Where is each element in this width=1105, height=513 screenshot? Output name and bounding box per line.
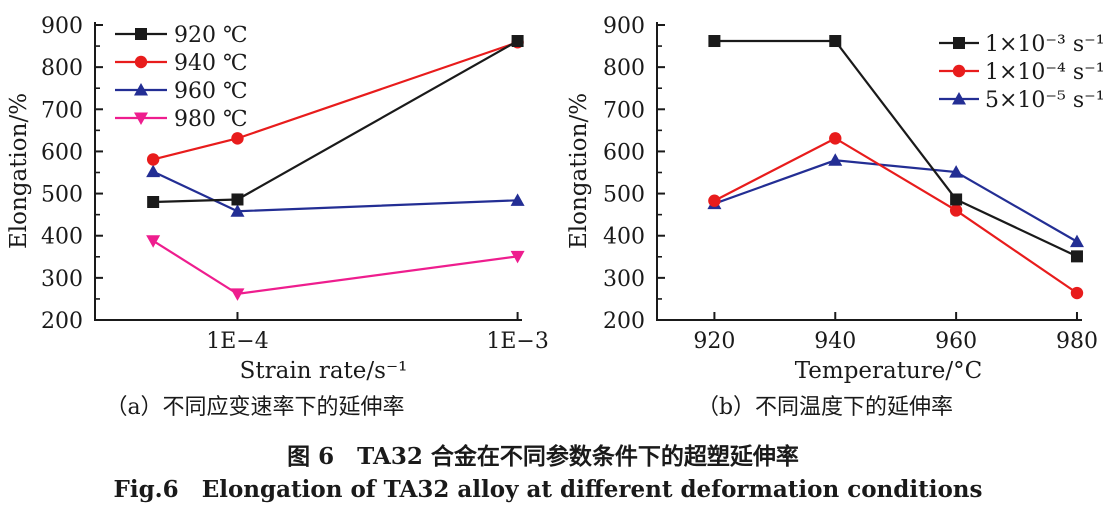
y-tick-label: 200 (41, 309, 83, 334)
series-line (713, 137, 1078, 294)
square-marker (708, 35, 721, 48)
legend-label: 5×10⁻⁵ s⁻¹ (985, 88, 1105, 113)
x-axis-label: Temperature/°C (795, 358, 983, 384)
y-tick-label: 600 (603, 140, 645, 165)
chart-b-svg: 200 300 400 500 600 700 800 900 920 940 960 980 1×10… (566, 14, 1105, 384)
axis-frame (94, 22, 522, 321)
triangle-up-marker (949, 165, 964, 178)
y-axis-label: Elongation/% (6, 93, 32, 249)
series-line (152, 170, 518, 213)
square-marker (1070, 250, 1083, 263)
subcaption-b: （b）不同温度下的延伸率 (696, 395, 954, 420)
square-marker (135, 28, 147, 40)
triangle-down-marker (146, 235, 161, 248)
legend-label: 960 ℃ (174, 79, 248, 104)
x-tick-label: 920 (693, 329, 735, 354)
triangle-down-marker (230, 288, 245, 301)
triangle-up-marker (510, 193, 525, 206)
subcaption-a: （a）不同应变速率下的延伸率 (105, 395, 405, 420)
square-marker (953, 37, 965, 49)
circle-marker (708, 194, 721, 207)
circle-marker (829, 132, 842, 145)
triangle-down-marker (510, 250, 525, 264)
x-tick-label: 1E−4 (206, 329, 269, 354)
circle-marker (1070, 286, 1084, 300)
legend-label: 1×10⁻³ s⁻¹ (985, 32, 1105, 57)
triangle-down-marker (134, 112, 148, 125)
y-tick-label: 600 (41, 140, 83, 165)
triangle-up-marker (230, 204, 245, 217)
y-tick-label: 700 (41, 98, 83, 123)
y-tick-label: 400 (41, 225, 83, 250)
circle-marker (146, 153, 160, 166)
y-tick-label: 800 (41, 56, 83, 81)
y-tick-label: 500 (603, 183, 645, 208)
legend-label: 980 ℃ (174, 107, 248, 132)
series-line (714, 159, 1078, 243)
figure-title-english: Fig.6 Elongation of TA32 alloy at differ… (113, 476, 983, 503)
legend-label: 940 ℃ (174, 51, 248, 76)
triangle-up-marker (828, 153, 843, 166)
legend-label: 920 ℃ (174, 23, 248, 48)
circle-marker (949, 204, 963, 217)
circle-marker (952, 64, 966, 78)
y-axis-label: Elongation/% (566, 93, 592, 249)
series-line (152, 239, 518, 296)
square-marker (147, 196, 160, 208)
y-tick-label: 800 (603, 56, 645, 81)
triangle-up-marker (134, 83, 148, 96)
square-marker (511, 35, 524, 48)
chart-a-strain-rate: 200 300 400 500 600 700 800 900 1E−4 1E−3 920 ℃ 940… (0, 0, 560, 389)
square-marker (950, 193, 963, 206)
circle-marker (134, 55, 148, 69)
y-tick-label: 200 (603, 309, 645, 334)
triangle-up-marker (1069, 234, 1084, 248)
legend-label: 1×10⁻⁴ s⁻¹ (985, 60, 1105, 85)
y-tick-label: 900 (603, 14, 645, 39)
x-tick-label: 1E−3 (486, 329, 549, 354)
figure-title-chinese: 图 6 TA32 合金在不同参数条件下的超塑延伸率 (287, 443, 799, 470)
circle-marker (231, 132, 244, 145)
x-tick-label: 940 (814, 329, 856, 354)
series-line (714, 39, 1078, 258)
y-tick-label: 300 (603, 267, 645, 292)
x-tick-label: 980 (1056, 329, 1098, 354)
square-marker (829, 35, 842, 48)
y-tick-label: 900 (41, 14, 83, 39)
y-tick-label: 300 (41, 267, 83, 292)
chart-a-svg: 200 300 400 500 600 700 800 900 1E−4 1E−3 920 ℃ 940… (6, 14, 549, 384)
triangle-up-marker (146, 164, 161, 178)
y-tick-label: 700 (603, 98, 645, 123)
triangle-up-marker (952, 92, 966, 105)
x-tick-label: 960 (935, 329, 977, 354)
y-tick-label: 500 (41, 183, 83, 208)
square-marker (231, 193, 244, 206)
x-axis-label: Strain rate/s⁻¹ (240, 358, 408, 384)
y-tick-label: 400 (603, 225, 645, 250)
chart-b-temperature: 200 300 400 500 600 700 800 900 920 940 960 980 1×10… (545, 0, 1105, 389)
